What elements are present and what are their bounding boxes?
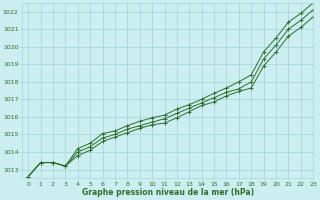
X-axis label: Graphe pression niveau de la mer (hPa): Graphe pression niveau de la mer (hPa) (82, 188, 254, 197)
